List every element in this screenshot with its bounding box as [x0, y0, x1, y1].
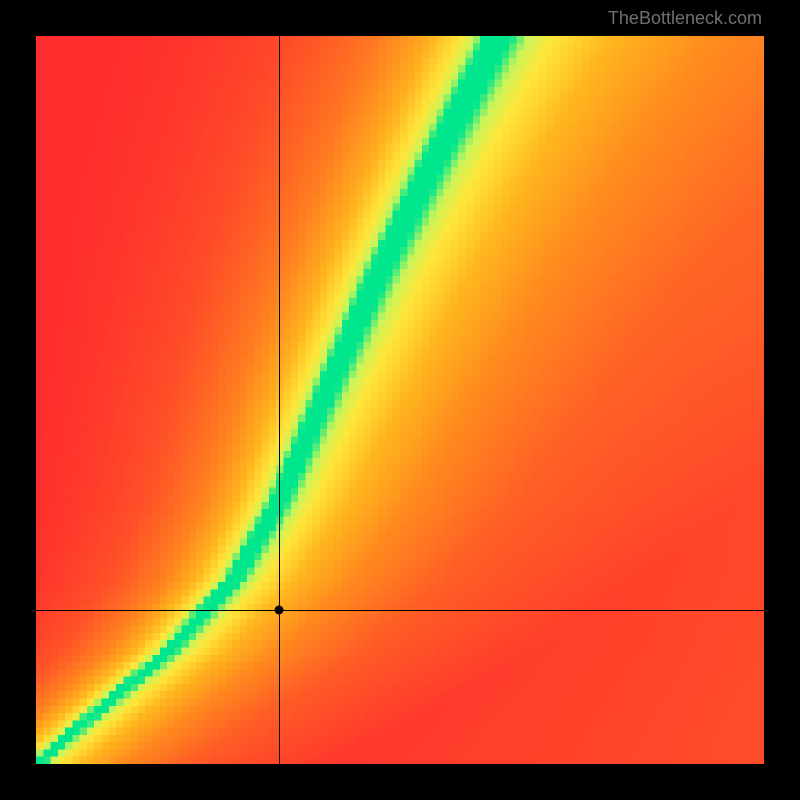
intersection-marker — [275, 605, 284, 614]
heatmap-canvas — [36, 36, 764, 764]
attribution-text: TheBottleneck.com — [608, 8, 762, 29]
heatmap-chart — [36, 36, 764, 764]
crosshair-vertical — [279, 36, 280, 764]
crosshair-horizontal — [36, 610, 764, 611]
